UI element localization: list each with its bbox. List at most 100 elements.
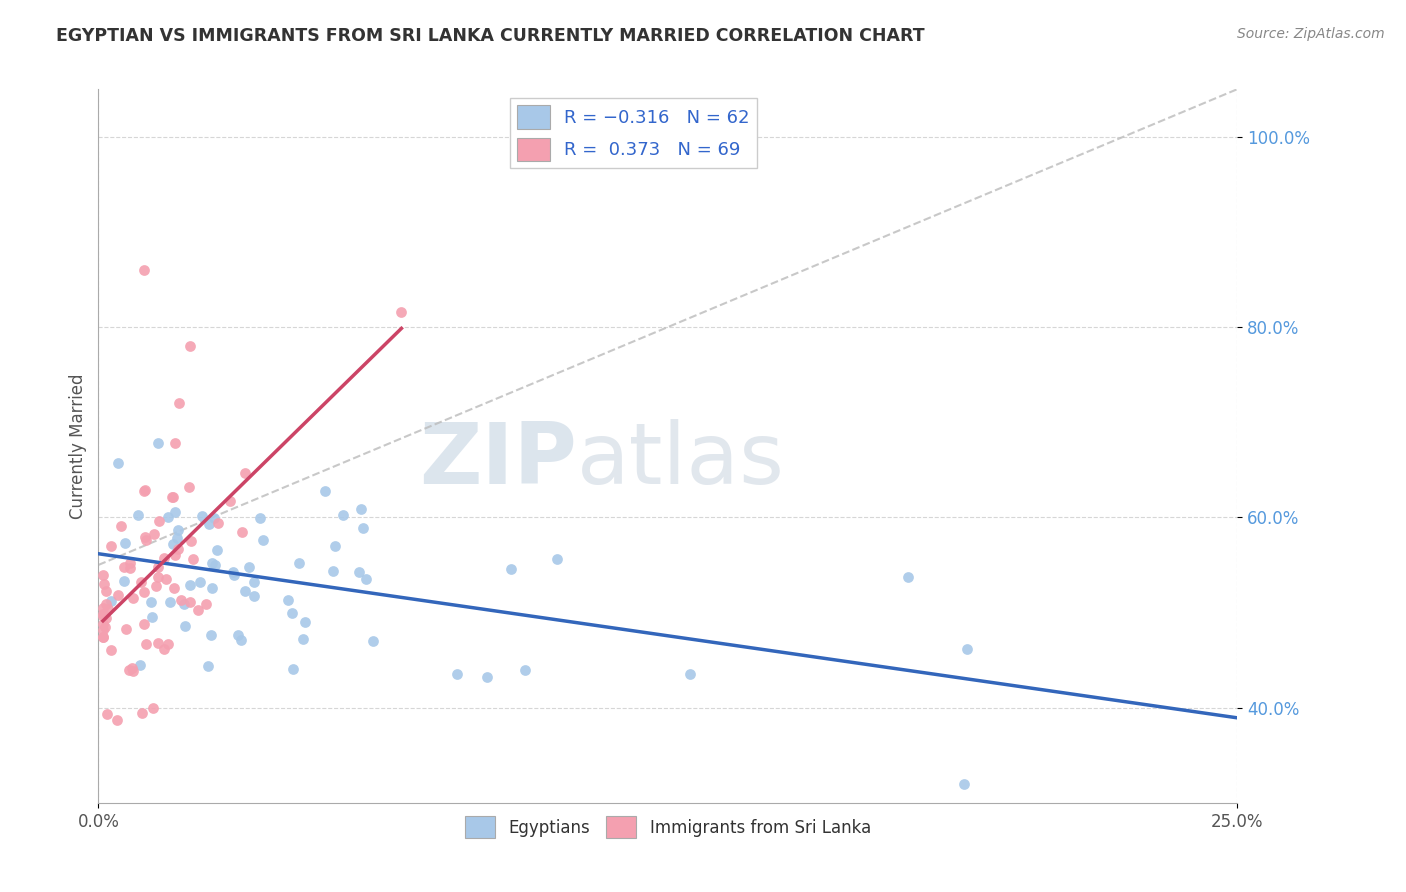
Point	[201, 557, 224, 571]
Point	[361, 634, 384, 648]
Point	[314, 483, 336, 498]
Point	[148, 560, 170, 574]
Point	[350, 501, 373, 516]
Point	[897, 570, 920, 584]
Point	[204, 558, 226, 572]
Point	[294, 615, 316, 629]
Point	[179, 339, 201, 353]
Point	[162, 537, 184, 551]
Point	[167, 395, 190, 409]
Point	[159, 595, 181, 609]
Point	[201, 581, 224, 595]
Point	[91, 567, 114, 582]
Point	[499, 562, 522, 576]
Text: Source: ZipAtlas.com: Source: ZipAtlas.com	[1237, 27, 1385, 41]
Point	[146, 435, 169, 450]
Point	[141, 610, 163, 624]
Point	[112, 574, 135, 588]
Point	[163, 436, 186, 450]
Point	[118, 561, 141, 575]
Point	[179, 578, 201, 592]
Point	[145, 579, 167, 593]
Point	[202, 510, 225, 524]
Legend: Egyptians, Immigrants from Sri Lanka: Egyptians, Immigrants from Sri Lanka	[458, 810, 877, 845]
Point	[347, 566, 370, 580]
Point	[222, 565, 245, 579]
Point	[243, 575, 266, 590]
Text: EGYPTIAN VS IMMIGRANTS FROM SRI LANKA CURRENTLY MARRIED CORRELATION CHART: EGYPTIAN VS IMMIGRANTS FROM SRI LANKA CU…	[56, 27, 925, 45]
Point	[148, 570, 170, 584]
Point	[191, 508, 214, 523]
Point	[249, 511, 271, 525]
Point	[391, 304, 413, 318]
Point	[165, 505, 187, 519]
Point	[190, 574, 212, 589]
Point	[515, 663, 537, 677]
Point	[97, 602, 120, 616]
Point	[956, 642, 979, 657]
Point	[231, 525, 253, 540]
Point	[205, 543, 228, 558]
Point	[281, 606, 304, 620]
Point	[148, 514, 170, 528]
Text: atlas: atlas	[576, 418, 785, 502]
Point	[233, 584, 256, 599]
Point	[953, 777, 976, 791]
Point	[146, 636, 169, 650]
Point	[446, 667, 468, 681]
Point	[187, 603, 209, 617]
Point	[332, 508, 354, 522]
Point	[114, 560, 136, 574]
Point	[546, 552, 568, 566]
Point	[142, 700, 165, 714]
Point	[277, 593, 299, 607]
Point	[94, 620, 117, 634]
Point	[134, 484, 156, 499]
Point	[121, 661, 143, 675]
Point	[288, 556, 311, 570]
Point	[167, 523, 190, 537]
Point	[155, 572, 177, 586]
Point	[354, 572, 377, 586]
Point	[177, 479, 200, 493]
Point	[194, 598, 217, 612]
Point	[94, 611, 117, 625]
Point	[100, 642, 122, 657]
Point	[120, 557, 142, 571]
Point	[679, 666, 702, 681]
Point	[352, 521, 374, 535]
Point	[93, 577, 115, 591]
Point	[281, 662, 304, 676]
Point	[131, 706, 153, 720]
Point	[100, 594, 122, 608]
Point	[141, 595, 163, 609]
Point	[162, 491, 184, 505]
Point	[128, 658, 150, 673]
Point	[198, 516, 221, 531]
Point	[181, 552, 204, 566]
Point	[197, 658, 219, 673]
Point	[91, 623, 114, 637]
Point	[179, 594, 201, 608]
Point	[475, 670, 498, 684]
Point	[207, 516, 229, 530]
Point	[238, 560, 260, 574]
Point	[153, 642, 176, 657]
Point	[91, 608, 114, 623]
Point	[291, 632, 314, 647]
Point	[114, 535, 136, 549]
Point	[226, 628, 249, 642]
Point	[180, 533, 202, 548]
Point	[132, 617, 155, 632]
Point	[122, 591, 145, 606]
Point	[163, 549, 186, 563]
Point	[252, 533, 274, 547]
Point	[142, 527, 165, 541]
Point	[122, 664, 145, 678]
Point	[134, 483, 156, 497]
Y-axis label: Currently Married: Currently Married	[69, 373, 87, 519]
Point	[173, 619, 195, 633]
Point	[231, 632, 253, 647]
Point	[135, 637, 157, 651]
Point	[162, 491, 184, 505]
